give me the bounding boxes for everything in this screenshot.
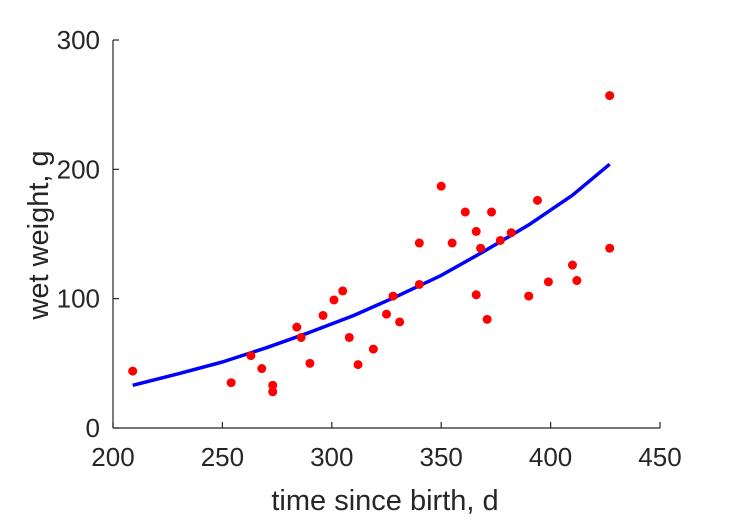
y-tick-label: 100 [57,284,100,314]
axes: 200 250 300 350 400 450 0 100 200 300 [57,25,682,472]
data-point [543,277,553,287]
data-point [382,309,391,319]
data-point [395,317,405,327]
fit-curve [132,162,611,387]
data-point [318,310,328,320]
data-point [414,279,424,289]
data-points-layer [128,91,615,397]
x-tick-label: 350 [420,442,463,472]
data-point [344,332,354,342]
data-point [305,358,315,368]
data-point [268,380,278,390]
x-tick-label: 300 [310,442,353,472]
data-point [128,366,138,376]
data-point [605,91,615,101]
x-tick-label: 450 [638,442,681,472]
data-point [506,228,516,238]
data-point [495,235,505,245]
axis-labels: time since birth, d wet weight, g [23,150,499,517]
x-tick-label: 250 [201,442,244,472]
data-point [532,195,542,205]
data-point [292,322,302,332]
data-point [246,351,256,361]
data-point [338,286,348,296]
data-point [257,364,267,374]
data-point [368,344,378,354]
data-point [567,260,577,270]
data-point [471,226,481,236]
data-point [414,238,424,248]
y-tick-label: 200 [57,154,100,184]
data-point [524,291,534,301]
data-point [388,291,398,301]
data-point [460,207,470,217]
data-point [296,332,306,342]
data-point [436,181,446,191]
y-tick-label: 300 [57,25,100,55]
fit-curve-layer [132,162,611,387]
data-point [353,360,363,370]
y-tick-label: 0 [86,413,100,443]
data-point [605,243,615,253]
data-point [471,290,481,300]
y-axis-title: wet weight, g [23,150,55,320]
data-point [268,387,278,397]
data-point [329,295,339,305]
x-tick-label: 400 [529,442,572,472]
data-point [226,378,236,388]
data-point [482,314,492,324]
data-point [572,276,582,286]
data-point [476,243,486,253]
data-point [447,238,457,248]
x-tick-label: 200 [91,442,134,472]
data-point [487,207,497,217]
x-axis-title: time since birth, d [271,485,498,517]
